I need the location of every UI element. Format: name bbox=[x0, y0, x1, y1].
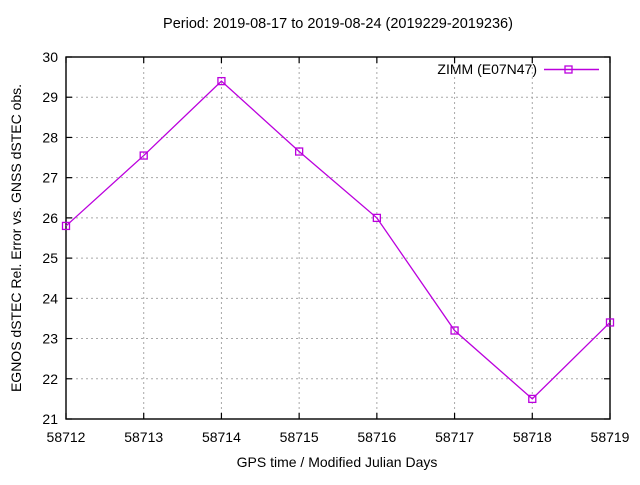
x-tick-label: 58718 bbox=[513, 429, 552, 445]
y-tick-label: 24 bbox=[42, 290, 58, 306]
x-tick-label: 58719 bbox=[591, 429, 630, 445]
series-line bbox=[65, 80, 611, 400]
y-tick-label: 22 bbox=[42, 371, 58, 387]
plot-border bbox=[65, 56, 611, 420]
x-tick-label: 58712 bbox=[47, 429, 86, 445]
y-tick-label: 28 bbox=[42, 129, 58, 145]
x-tick-label: 58713 bbox=[124, 429, 163, 445]
y-tick-label: 21 bbox=[42, 411, 58, 427]
data-point-marker bbox=[372, 213, 382, 223]
plot-area: 58712 58713 58714 58715 58716 58717 58718 58719… bbox=[42, 49, 629, 445]
y-tick-label: 26 bbox=[42, 210, 58, 226]
data-point-marker bbox=[294, 147, 304, 156]
data-point-marker bbox=[605, 318, 615, 327]
data-point-marker bbox=[139, 151, 148, 160]
data-point-marker bbox=[61, 221, 71, 231]
legend-label: ZIMM (E07N47) bbox=[437, 61, 537, 77]
y-tick-label: 29 bbox=[42, 89, 58, 105]
y-tick-label: 27 bbox=[42, 170, 58, 186]
x-tick-label: 58715 bbox=[280, 429, 319, 445]
y-axis-label: EGNOS dSTEC Rel. Error vs. GNSS dSTEC ob… bbox=[8, 84, 24, 392]
y-tick-label: 30 bbox=[42, 49, 58, 65]
legend-marker-icon bbox=[564, 65, 573, 74]
x-axis-label: GPS time / Modified Julian Days bbox=[237, 454, 438, 470]
y-tick-label: 25 bbox=[42, 250, 58, 266]
x-tick-label: 58716 bbox=[357, 429, 396, 445]
y-tick-label: 23 bbox=[42, 331, 58, 347]
x-tick-label: 58714 bbox=[202, 429, 241, 445]
data-point-marker bbox=[528, 394, 537, 404]
chart-title: Period: 2019-08-17 to 2019-08-24 (201922… bbox=[163, 16, 513, 32]
data-point-marker bbox=[217, 76, 226, 86]
data-point-marker bbox=[450, 326, 459, 335]
x-tick-label: 58717 bbox=[435, 429, 474, 445]
